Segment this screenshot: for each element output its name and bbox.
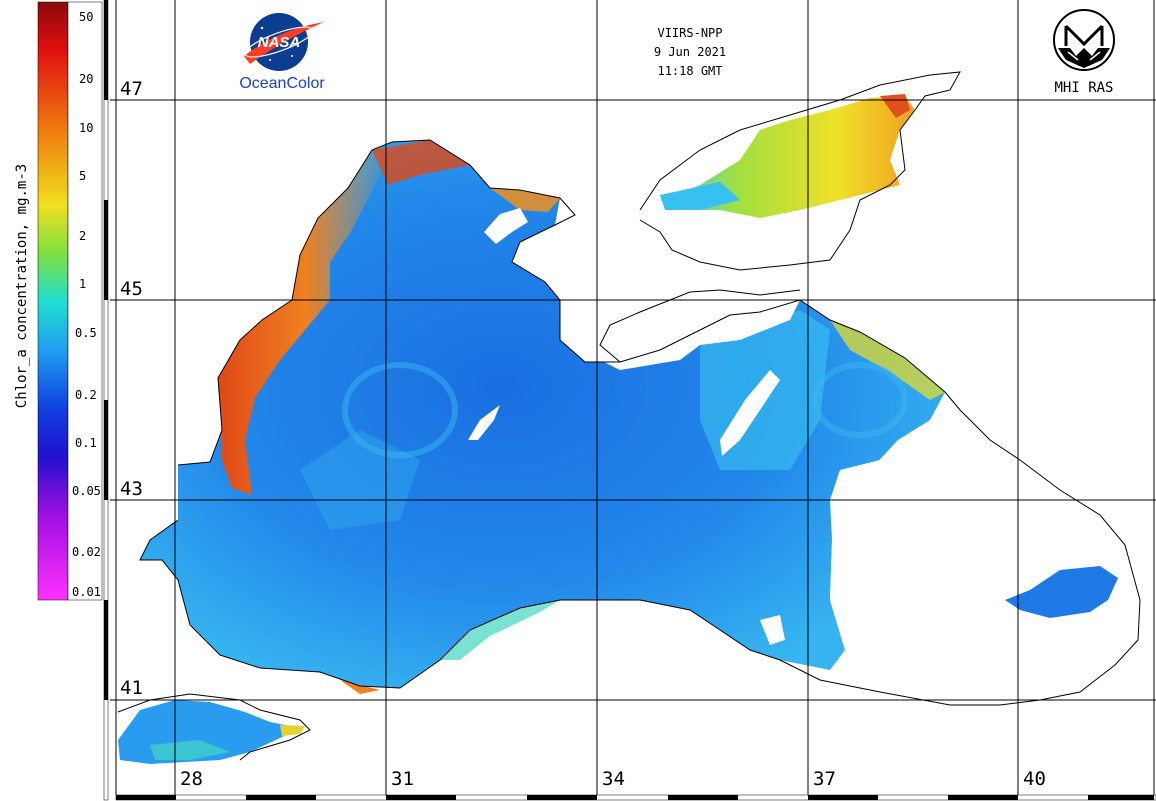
lon-label: 31 [391,768,414,790]
colorbar-tick: 5 [79,169,87,183]
lon-label: 28 [180,768,203,790]
bottom-ruler [115,794,1156,801]
lon-label: 37 [813,768,836,790]
lat-label: 43 [120,478,143,500]
nasa-meatball-icon [244,13,324,71]
lat-label: 41 [120,677,143,699]
mhi-logo: MHI RAS [1044,8,1124,98]
lon-label: 34 [602,768,625,790]
colorbar-tick: 20 [79,72,94,86]
nasa-wordmark: NASA [257,34,301,51]
east-sea-patch [1005,566,1118,618]
colorbar-tick: 10 [79,121,94,135]
time-label: 11:18 GMT [657,64,723,78]
colorbar-tick: 0.5 [75,326,97,340]
marmara-sea [118,700,305,764]
colorbar-tick: 1 [79,277,87,291]
colorbar-tick: 0.2 [75,388,97,402]
azov-sea [660,94,915,218]
colorbar [37,1,69,601]
lat-label: 47 [120,78,143,100]
mhi-label: MHI RAS [1054,80,1114,96]
coastlines [117,71,1141,761]
oceancolor-label: OceanColor [239,75,325,92]
left-ruler [103,0,109,801]
colorbar-title: Chlor_a concentration, mg.m-3 [14,163,30,409]
lat-label: 45 [120,278,143,300]
colorbar-tick: 2 [79,229,87,243]
colorbar-tick: 0.05 [72,484,101,498]
colorbar-tick: 50 [79,10,94,24]
date-label: 9 Jun 2021 [653,45,727,59]
black-sea-chlorophyll-field [140,140,945,694]
colorbar-tick: 0.02 [72,545,101,559]
graticule [110,0,1156,795]
lon-label: 40 [1023,768,1046,790]
nasa-logo: NASA OceanColor [232,8,332,98]
mhi-emblem-icon [1053,9,1115,71]
colorbar-tick: 0.1 [75,436,97,450]
sensor-label: VIIRS-NPP [657,26,723,40]
colorbar-tick: 0.01 [72,585,101,599]
image-header: VIIRS-NPP 9 Jun 2021 11:18 GMT [630,24,750,81]
